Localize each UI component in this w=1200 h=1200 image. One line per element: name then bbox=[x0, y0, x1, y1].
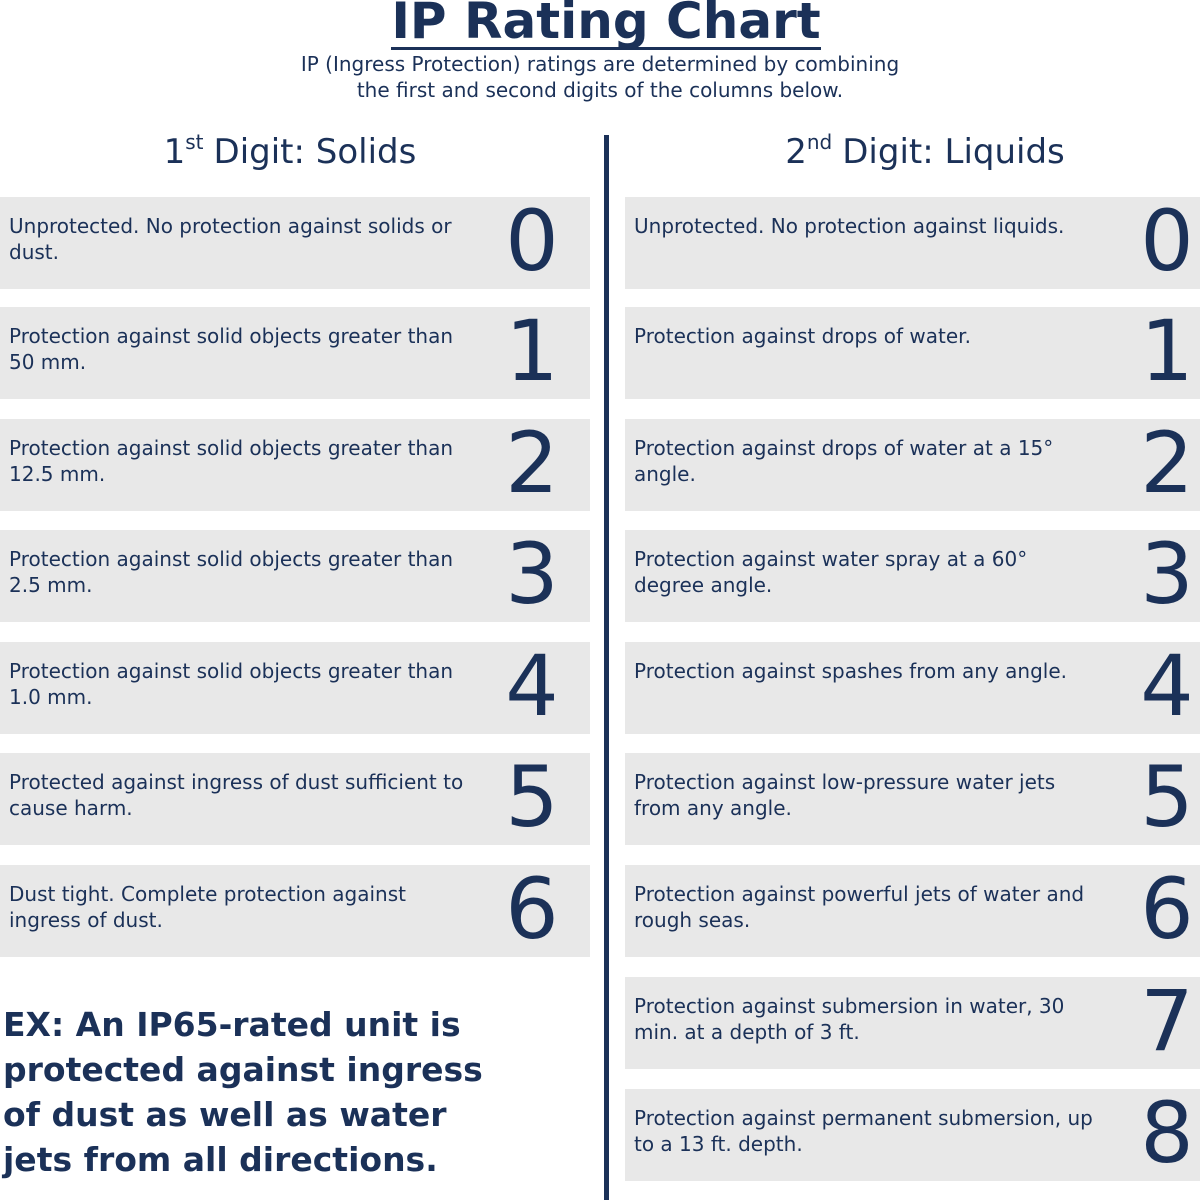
column-heading: 2nd Digit: Liquids bbox=[625, 130, 1200, 172]
rating-row: Unprotected. No protection against solid… bbox=[0, 192, 590, 290]
rating-row: Protection against powerful jets of wate… bbox=[625, 860, 1200, 958]
rating-description: Protection against permanent submersion,… bbox=[634, 1106, 1093, 1156]
rating-digit: 1 bbox=[505, 302, 559, 400]
rating-digit: 4 bbox=[1140, 637, 1194, 735]
rating-digit: 2 bbox=[1140, 414, 1194, 512]
rating-row: Protection against solid objects greater… bbox=[0, 525, 590, 623]
rating-description: Protection against submersion in water, … bbox=[634, 994, 1065, 1044]
rating-row: Protection against spashes from any angl… bbox=[625, 637, 1200, 735]
rating-digit: 7 bbox=[1140, 972, 1194, 1070]
rating-description: Protection against low-pressure water je… bbox=[634, 770, 1056, 820]
rating-description: Protected against ingress of dust suffic… bbox=[9, 770, 464, 820]
heading-suffix: nd bbox=[806, 130, 833, 154]
example-text: jets from all directions. bbox=[3, 1140, 438, 1179]
column-heading: 1st Digit: Solids bbox=[0, 130, 590, 172]
rating-row: Protection against low-pressure water je… bbox=[625, 748, 1200, 846]
heading-label: Digit: Solids bbox=[213, 132, 417, 172]
rating-row: Protection against water spray at a 60° … bbox=[625, 525, 1200, 623]
rating-row: Protection against solid objects greater… bbox=[0, 414, 590, 512]
rating-row: Protection against solid objects greater… bbox=[0, 637, 590, 735]
rating-description: Protection against solid objects greater… bbox=[9, 436, 454, 486]
heading-number: 2 bbox=[785, 132, 807, 172]
rating-row: Protection against solid objects greater… bbox=[0, 302, 590, 400]
rating-digit: 5 bbox=[505, 748, 559, 846]
rating-description: Protection against solid objects greater… bbox=[9, 659, 454, 709]
rating-description: Unprotected. No protection against solid… bbox=[9, 214, 452, 264]
title-text: IP Rating Chart bbox=[391, 0, 821, 50]
rating-digit: 0 bbox=[505, 192, 559, 290]
example-text: of dust as well as water bbox=[3, 1095, 447, 1134]
rating-row: Unprotected. No protection against liqui… bbox=[625, 192, 1200, 290]
rating-row: Protection against drops of water at a 1… bbox=[625, 414, 1200, 512]
heading-suffix: st bbox=[185, 130, 204, 154]
heading-number: 1 bbox=[163, 132, 186, 172]
rating-digit: 8 bbox=[1140, 1084, 1194, 1182]
example-text: protected against ingress bbox=[3, 1050, 483, 1089]
rating-description: Protection against drops of water. bbox=[634, 324, 971, 348]
rating-description: Protection against water spray at a 60° … bbox=[634, 547, 1028, 597]
rating-row: Protection against submersion in water, … bbox=[625, 972, 1200, 1070]
divider bbox=[604, 135, 609, 1200]
rating-row: Protected against ingress of dust suffic… bbox=[0, 748, 590, 846]
rating-digit: 4 bbox=[505, 637, 559, 735]
rating-row: Dust tight. Complete protection against … bbox=[0, 860, 590, 958]
rating-description: Unprotected. No protection against liqui… bbox=[634, 214, 1065, 238]
subtitle: IP (Ingress Protection) ratings are dete… bbox=[300, 52, 900, 76]
rating-description: Protection against drops of water at a 1… bbox=[634, 436, 1054, 486]
heading-label: Digit: Liquids bbox=[842, 132, 1065, 172]
rating-description: Dust tight. Complete protection against … bbox=[9, 882, 406, 932]
rating-digit: 6 bbox=[505, 860, 559, 958]
rating-description: Protection against powerful jets of wate… bbox=[634, 882, 1085, 932]
rating-description: Protection against spashes from any angl… bbox=[634, 659, 1068, 683]
rating-digit: 3 bbox=[1140, 525, 1194, 623]
example-text: EX: An IP65-rated unit is bbox=[3, 1005, 461, 1044]
rating-description: Protection against solid objects greater… bbox=[9, 547, 454, 597]
rating-row: Protection against permanent submersion,… bbox=[625, 1084, 1200, 1182]
rating-digit: 6 bbox=[1140, 860, 1194, 958]
title: IP Rating Chart bbox=[0, 0, 1200, 50]
rating-description: Protection against solid objects greater… bbox=[9, 324, 454, 374]
rating-digit: 5 bbox=[1140, 748, 1194, 846]
rating-digit: 0 bbox=[1140, 192, 1194, 290]
rating-digit: 3 bbox=[505, 525, 559, 623]
rating-digit: 2 bbox=[505, 414, 559, 512]
subtitle: the first and second digits of the colum… bbox=[356, 78, 844, 102]
rating-row: Protection against drops of water. 1 bbox=[625, 302, 1200, 400]
rating-digit: 1 bbox=[1140, 302, 1194, 400]
